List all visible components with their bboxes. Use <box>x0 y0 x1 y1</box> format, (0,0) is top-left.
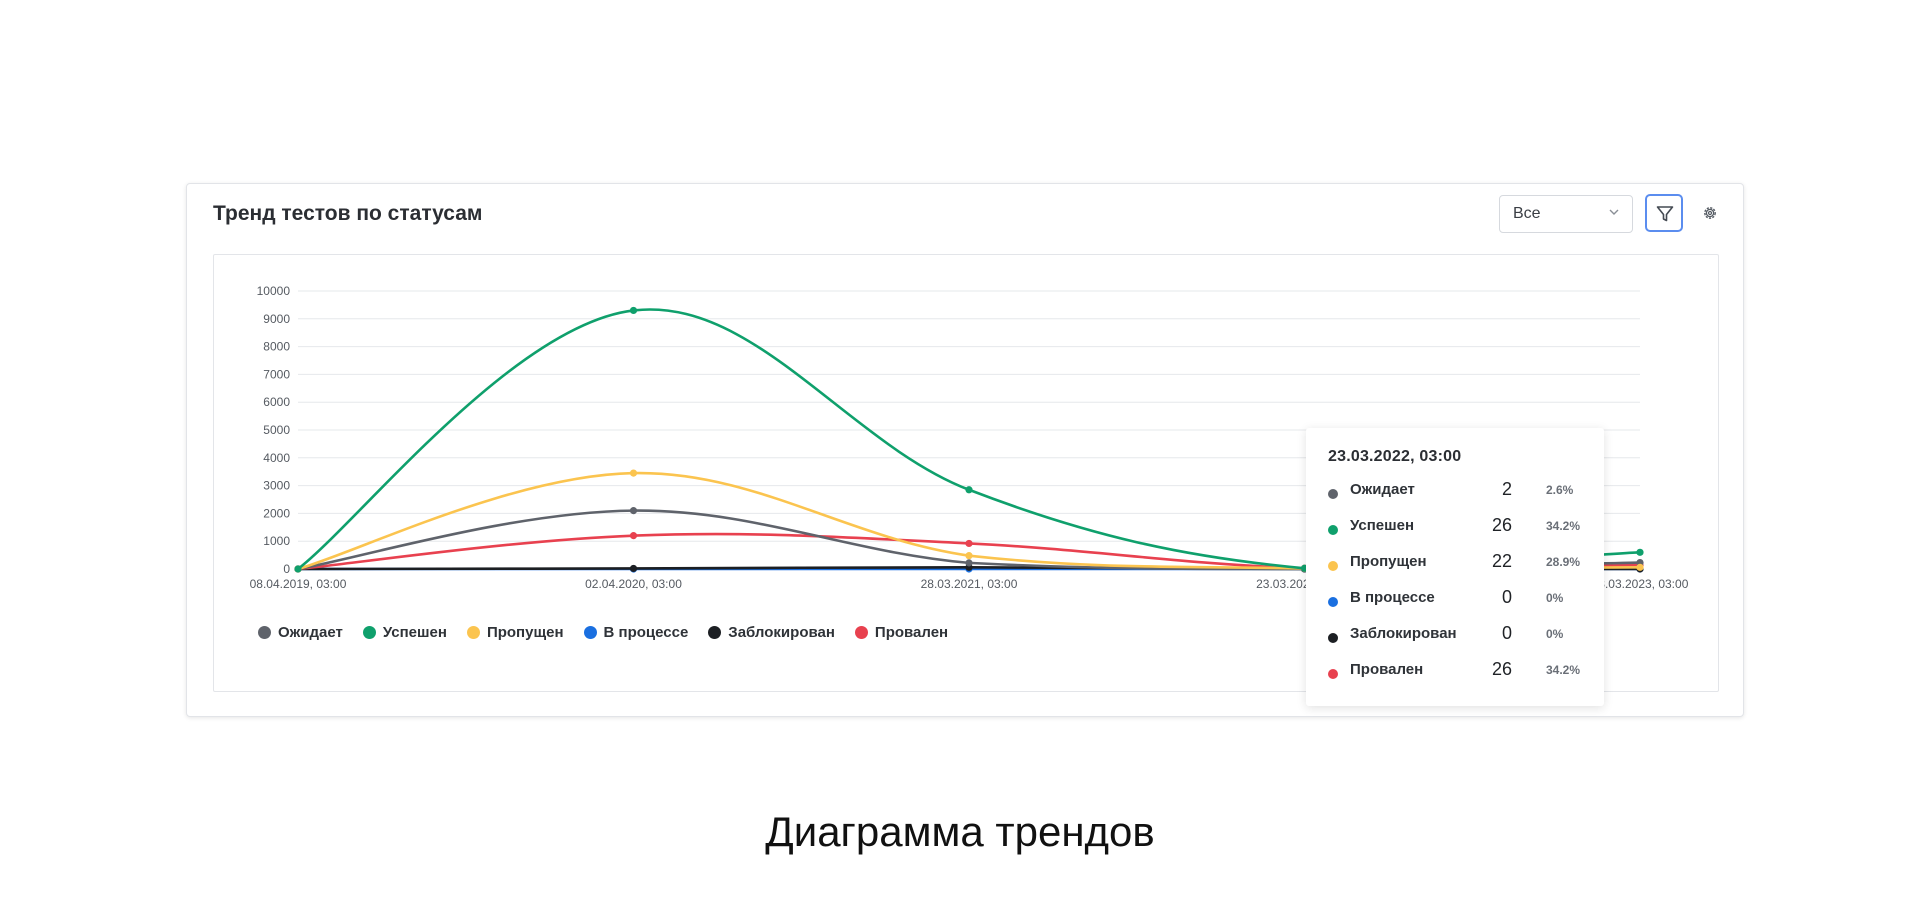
tooltip-marker <box>1328 525 1338 535</box>
legend-marker <box>854 626 868 639</box>
y-tick-label: 9000 <box>263 312 290 326</box>
gear-icon <box>1704 207 1716 219</box>
tooltip-count: 0 <box>1501 587 1512 607</box>
tooltip-marker <box>1328 633 1338 643</box>
legend-item[interactable]: Пропущен <box>466 624 564 641</box>
tooltip-count: 2 <box>1501 479 1512 499</box>
tooltip-count: 22 <box>1491 551 1512 571</box>
series-1-point <box>294 565 302 573</box>
legend-marker <box>583 626 597 639</box>
y-tick-label: 5000 <box>263 423 290 437</box>
tooltip-marker <box>1328 597 1338 607</box>
series-2-point <box>1636 563 1644 571</box>
series-1-point <box>629 306 638 315</box>
y-tick-label: 10000 <box>257 284 291 298</box>
legend-label: Ожидает <box>278 624 343 641</box>
tooltip-marker <box>1328 489 1338 499</box>
select-value: Все <box>1513 205 1541 222</box>
tooltip-percent: 34.2% <box>1546 519 1581 533</box>
tooltip-percent: 0% <box>1546 591 1564 605</box>
legend-item[interactable]: Провален <box>854 624 949 641</box>
tooltip-row: Ожидает 2 2.6% <box>1328 479 1582 516</box>
y-tick-label: 6000 <box>263 395 290 409</box>
legend-marker <box>708 626 722 639</box>
series-5-point <box>965 539 973 548</box>
y-tick-label: 2000 <box>263 506 290 520</box>
tooltip-count: 26 <box>1491 515 1512 535</box>
series-5-point <box>629 532 638 540</box>
y-tick-label: 4000 <box>263 451 290 465</box>
tooltip-rows: Ожидает 2 2.6% Успешен 26 34.2% Пропущен 22 28.9… <box>1328 479 1582 696</box>
tooltip-label: Провален <box>1350 661 1424 678</box>
legend-marker <box>466 626 480 639</box>
tooltip-percent: 34.2% <box>1546 663 1581 677</box>
x-tick-label: 18.03.2023, 03:00 <box>1592 577 1689 591</box>
tooltip-percent: 28.9% <box>1546 555 1581 569</box>
legend-item[interactable]: Успешен <box>362 624 447 641</box>
chart-tooltip: 23.03.2022, 03:00 Ожидает 2 2.6% Успешен 26 3… <box>1306 428 1604 706</box>
tooltip-marker <box>1328 561 1338 571</box>
series-0-point <box>629 507 638 515</box>
legend-label: Пропущен <box>486 624 564 641</box>
y-tick-label: 7000 <box>263 367 290 381</box>
series-1-point <box>965 486 973 494</box>
legend-marker <box>258 626 271 639</box>
tooltip-label: Ожидает <box>1350 481 1415 498</box>
tooltip-percent: 0% <box>1546 627 1564 641</box>
chart-legend: Ожидает Успешен Пропущен В процессе Заблокир… <box>258 624 948 641</box>
legend-item[interactable]: Ожидает <box>258 624 343 641</box>
tooltip-row: Пропущен 22 28.9% <box>1328 551 1582 588</box>
series-4-point <box>629 564 638 573</box>
legend-item[interactable]: В процессе <box>583 624 689 641</box>
filter-button[interactable] <box>1645 194 1683 232</box>
figure-caption: Диаграмма трендов <box>765 808 1155 855</box>
y-tick-label: 8000 <box>263 340 290 354</box>
chevron-down-icon <box>1609 209 1619 215</box>
tooltip-row: Заблокирован 0 0% <box>1328 623 1582 660</box>
tooltip-row: Успешен 26 34.2% <box>1328 515 1582 552</box>
legend-label: Успешен <box>382 624 447 641</box>
legend-marker <box>362 626 376 639</box>
y-tick-label: 3000 <box>263 479 290 493</box>
y-tick-label: 1000 <box>263 534 290 548</box>
tooltip-row: Провален 26 34.2% <box>1328 659 1582 696</box>
series-0-point <box>965 559 973 567</box>
legend-label: Заблокирован <box>728 624 835 641</box>
y-tick-label: 0 <box>283 562 290 576</box>
tooltip-count: 26 <box>1491 659 1512 679</box>
x-tick-label: 02.04.2020, 03:00 <box>585 577 682 591</box>
tooltip-marker <box>1328 669 1338 679</box>
x-tick-label: 28.03.2021, 03:00 <box>921 577 1018 591</box>
legend-label: В процессе <box>603 624 689 641</box>
legend-item[interactable]: Заблокирован <box>708 624 835 641</box>
legend-label: Провален <box>874 624 949 641</box>
status-filter-select[interactable]: Все <box>1499 195 1633 233</box>
series-1-point <box>1636 548 1644 556</box>
tooltip-label: Пропущен <box>1350 553 1427 570</box>
tooltip-label: В процессе <box>1350 589 1435 606</box>
filter-icon <box>1656 206 1674 222</box>
series-2-point <box>965 552 973 560</box>
tooltip-percent: 2.6% <box>1546 483 1574 497</box>
series-2-point <box>629 469 638 477</box>
tooltip-count: 0 <box>1501 623 1512 643</box>
tooltip-label: Успешен <box>1350 517 1415 534</box>
card-title: Тренд тестов по статусам <box>213 202 483 225</box>
x-tick-label: 08.04.2019, 03:00 <box>250 577 347 591</box>
tooltip-title: 23.03.2022, 03:00 <box>1328 448 1462 465</box>
tooltip-label: Заблокирован <box>1350 625 1457 642</box>
settings-button[interactable] <box>1695 198 1725 228</box>
tooltip-row: В процессе 0 0% <box>1328 587 1582 624</box>
